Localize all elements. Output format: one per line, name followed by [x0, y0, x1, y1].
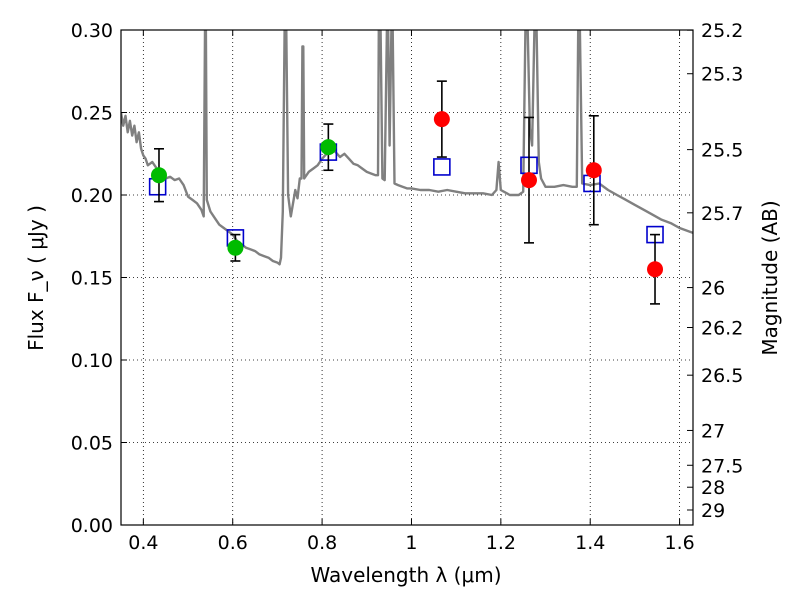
plot-area	[121, 30, 693, 305]
y-axis-label: Flux F_ν ( μJy )	[24, 205, 48, 351]
axes: 0.4 0.6 0.8 1 1.2 1.4 1.6 0.00 0.05 0.10 0.15 0.20 0…	[71, 20, 744, 554]
y-tick-label: 0.20	[71, 185, 113, 207]
x-tick-label: 1.4	[575, 532, 605, 554]
data-point-marker	[647, 261, 664, 278]
x-tick-label: 0.4	[128, 532, 158, 554]
x-tick-label: 1	[405, 532, 417, 554]
data-point-marker	[150, 167, 167, 184]
y2-tick-label: 29	[701, 500, 725, 522]
y-tick-label: 0.25	[71, 103, 113, 125]
data-point-marker	[433, 111, 450, 128]
y2-tick-label: 26.5	[701, 365, 743, 387]
model-square-marker	[433, 158, 451, 176]
x-tick-label: 0.8	[307, 532, 337, 554]
y-tick-label: 0.15	[71, 268, 113, 290]
y-tick-label: 0.30	[71, 20, 113, 42]
y2-tick-label: 25.2	[701, 20, 743, 42]
data-point-marker	[320, 139, 337, 156]
y2-tick-label: 26	[701, 278, 725, 300]
y2-tick-label: 25.5	[701, 140, 743, 162]
x-tick-label: 1.6	[664, 532, 694, 554]
y2-tick-label: 25.3	[701, 64, 743, 86]
data-point-marker	[585, 162, 602, 179]
x-tick-label: 1.2	[486, 532, 516, 554]
y2-tick-label: 26.2	[701, 317, 743, 339]
x-axis-label: Wavelength λ (μm)	[310, 563, 501, 587]
data-point-marker	[520, 172, 537, 189]
y-tick-label: 0.10	[71, 350, 113, 372]
y-tick-label: 0.00	[71, 515, 113, 537]
y2-tick-label: 27.5	[701, 455, 743, 477]
y2-tick-label: 25.7	[701, 203, 743, 225]
data-point-marker	[227, 239, 244, 256]
y2-tick-label: 27	[701, 420, 725, 442]
y2-tick-label: 28	[701, 477, 725, 499]
y-tick-label: 0.05	[71, 433, 113, 455]
y2-axis-label: Magnitude (AB)	[758, 200, 782, 355]
x-tick-label: 0.6	[218, 532, 248, 554]
spectrum-line	[121, 30, 693, 266]
